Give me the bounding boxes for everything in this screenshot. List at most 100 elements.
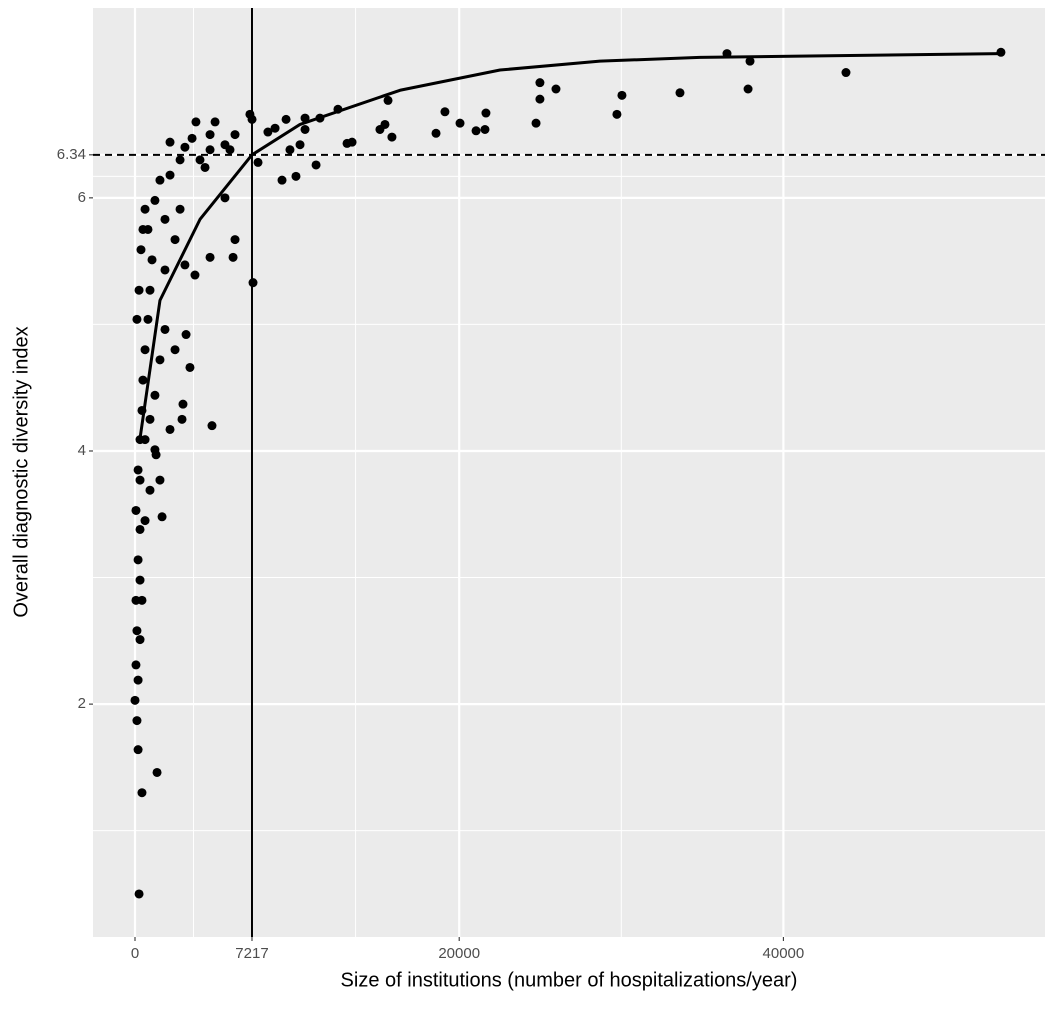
x-axis-title: Size of institutions (number of hospital…	[341, 969, 798, 991]
x-tick-label: 40000	[763, 945, 805, 962]
y-axis-title: Overall diagnostic diversity index	[10, 326, 32, 617]
point	[140, 345, 150, 355]
point	[133, 675, 143, 685]
point	[230, 130, 240, 140]
point	[160, 265, 170, 275]
y-tick-label: 2	[78, 695, 86, 712]
point	[245, 109, 255, 119]
point	[145, 485, 155, 495]
point	[178, 399, 188, 409]
point	[133, 465, 143, 475]
point	[210, 117, 220, 127]
point	[170, 345, 180, 355]
point	[138, 375, 148, 385]
point	[295, 140, 305, 150]
point	[535, 78, 545, 88]
point	[145, 285, 155, 295]
point	[281, 114, 291, 124]
point	[131, 505, 141, 515]
point	[531, 118, 541, 128]
point	[175, 204, 185, 214]
point	[481, 108, 491, 118]
point	[187, 133, 197, 143]
y-tick-label: 6	[78, 189, 86, 206]
point	[132, 716, 142, 726]
point	[137, 595, 147, 605]
point	[190, 270, 200, 280]
point	[440, 107, 450, 117]
point	[743, 84, 753, 94]
point	[220, 193, 230, 203]
point	[160, 214, 170, 224]
point	[480, 125, 490, 135]
point	[471, 126, 481, 136]
point	[143, 314, 153, 324]
point	[165, 137, 175, 147]
point	[180, 260, 190, 270]
point	[136, 245, 146, 255]
fit-curve	[138, 52, 1000, 440]
point	[150, 445, 160, 455]
point	[205, 130, 215, 140]
point	[155, 355, 165, 365]
point	[165, 424, 175, 434]
marks	[93, 8, 1045, 937]
point	[152, 767, 162, 777]
point	[150, 390, 160, 400]
y-tick-label: 6.34	[57, 146, 86, 163]
point	[551, 84, 561, 94]
x-tick-label: 0	[131, 945, 139, 962]
point	[145, 414, 155, 424]
point	[841, 68, 851, 78]
point	[253, 157, 263, 167]
point	[612, 109, 622, 119]
point	[300, 125, 310, 135]
point	[130, 695, 140, 705]
point	[191, 117, 201, 127]
point	[140, 516, 150, 526]
point	[135, 475, 145, 485]
point	[248, 278, 258, 288]
point	[155, 175, 165, 185]
point	[132, 626, 142, 636]
point	[133, 555, 143, 565]
point	[157, 512, 167, 522]
point	[263, 127, 273, 137]
point	[207, 421, 217, 431]
point	[195, 155, 205, 165]
y-tick-label: 4	[78, 442, 86, 459]
point	[200, 162, 210, 172]
point	[205, 252, 215, 262]
point	[383, 95, 393, 105]
point	[147, 255, 157, 265]
panel	[93, 8, 1045, 937]
point	[181, 330, 191, 340]
point	[270, 123, 280, 133]
point	[132, 314, 142, 324]
x-tick-label: 7217	[235, 945, 268, 962]
point	[135, 635, 145, 645]
point	[134, 285, 144, 295]
point	[230, 235, 240, 245]
point	[135, 524, 145, 534]
point	[165, 170, 175, 180]
point	[170, 235, 180, 245]
point	[133, 745, 143, 755]
point	[180, 142, 190, 152]
point	[140, 204, 150, 214]
point	[311, 160, 321, 170]
point	[291, 171, 301, 181]
point	[135, 575, 145, 585]
point	[228, 252, 238, 262]
point	[150, 195, 160, 205]
point	[455, 118, 465, 128]
point	[177, 414, 187, 424]
point	[431, 128, 441, 138]
point	[745, 56, 755, 66]
point	[175, 155, 185, 165]
point	[205, 145, 215, 155]
point	[375, 125, 385, 135]
point	[131, 660, 141, 670]
x-tick-label: 20000	[438, 945, 480, 962]
